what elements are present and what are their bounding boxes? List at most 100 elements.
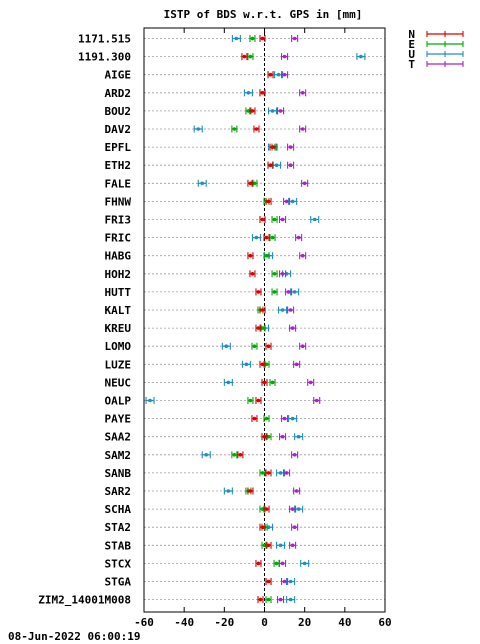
- data-point: [246, 91, 251, 95]
- point-E: [263, 252, 270, 260]
- point-U: [197, 179, 207, 187]
- data-point: [288, 579, 293, 584]
- point-T: [295, 234, 303, 242]
- data-point: [274, 561, 279, 566]
- data-point: [270, 380, 275, 385]
- x-tick-label: -40: [174, 616, 194, 629]
- data-point: [260, 326, 265, 330]
- point-U: [300, 559, 310, 567]
- point-N: [255, 559, 262, 567]
- point-E: [271, 288, 278, 296]
- data-point: [266, 543, 271, 548]
- data-point: [260, 471, 265, 475]
- point-N: [269, 143, 276, 151]
- data-point: [280, 308, 285, 312]
- point-T: [299, 125, 307, 133]
- point-T: [289, 541, 297, 549]
- legend-label: U: [408, 48, 415, 61]
- data-point: [268, 163, 273, 167]
- data-point: [254, 235, 259, 240]
- data-point: [262, 434, 267, 439]
- data-point: [359, 54, 363, 59]
- point-E: [231, 451, 238, 459]
- data-point: [280, 272, 285, 276]
- legend-label: N: [408, 28, 415, 41]
- data-point: [246, 109, 251, 113]
- data-point: [282, 416, 287, 421]
- point-T: [301, 179, 309, 187]
- point-T: [299, 89, 307, 97]
- point-N: [263, 505, 270, 513]
- station-label: HABG: [105, 250, 132, 263]
- data-point: [290, 326, 295, 330]
- data-point: [238, 453, 243, 457]
- data-point: [264, 235, 269, 240]
- data-point: [232, 127, 237, 131]
- point-T: [293, 360, 301, 368]
- point-U: [221, 342, 231, 350]
- point-N: [247, 487, 254, 495]
- data-marks: [145, 35, 366, 604]
- data-point: [314, 398, 319, 403]
- data-point: [264, 362, 269, 367]
- data-point: [248, 54, 253, 59]
- data-point: [266, 344, 271, 349]
- data-point: [266, 525, 271, 529]
- chart-title: ISTP of BDS w.r.t. GPS in [mm]: [164, 8, 363, 21]
- data-point: [204, 453, 209, 457]
- point-T: [285, 288, 293, 296]
- data-point: [256, 398, 261, 403]
- data-point: [278, 597, 283, 602]
- data-point: [300, 344, 305, 349]
- point-U: [310, 216, 320, 223]
- data-point: [300, 253, 305, 258]
- point-E: [273, 559, 280, 567]
- point-T: [281, 578, 289, 585]
- x-axis: -60 -40 -20 0 20 40 60: [134, 28, 392, 629]
- data-point: [148, 398, 152, 403]
- data-point: [270, 145, 275, 149]
- point-N: [249, 107, 256, 115]
- data-point: [260, 525, 265, 529]
- point-N: [255, 324, 262, 332]
- station-label: LUZE: [105, 358, 132, 371]
- station-label: FHNW: [105, 195, 132, 208]
- data-point: [302, 181, 307, 186]
- station-label: FRIC: [105, 232, 132, 245]
- point-E: [269, 378, 276, 386]
- data-point: [290, 416, 295, 421]
- data-point: [258, 597, 263, 602]
- point-U: [294, 505, 304, 513]
- data-point: [286, 290, 291, 294]
- station-label: 1191.300: [78, 51, 131, 64]
- station-label: OALP: [105, 395, 132, 408]
- data-point: [260, 362, 265, 367]
- data-point: [274, 163, 279, 167]
- station-label: PAYE: [105, 413, 132, 426]
- data-point: [308, 380, 313, 385]
- data-point: [260, 36, 265, 41]
- point-N: [259, 523, 266, 531]
- station-label: STGA: [105, 576, 132, 589]
- data-point: [292, 453, 297, 457]
- station-label: SAR2: [105, 485, 132, 498]
- data-point: [260, 217, 265, 222]
- point-N: [265, 578, 272, 585]
- point-T: [293, 487, 301, 495]
- point-U: [251, 234, 262, 242]
- point-N: [267, 161, 274, 169]
- point-E: [271, 270, 278, 278]
- data-point: [294, 362, 299, 367]
- data-point: [296, 235, 301, 240]
- station-label: ARD2: [105, 87, 132, 100]
- point-T: [287, 306, 295, 314]
- point-U: [241, 360, 251, 368]
- data-point: [260, 507, 265, 511]
- point-U: [201, 451, 211, 459]
- station-label: SAM2: [105, 449, 132, 462]
- station-label: ZIM2_14001M008: [38, 594, 131, 607]
- station-label: FALE: [105, 177, 132, 190]
- data-point: [226, 489, 231, 493]
- station-label: STA2: [105, 521, 132, 534]
- point-U: [145, 397, 155, 404]
